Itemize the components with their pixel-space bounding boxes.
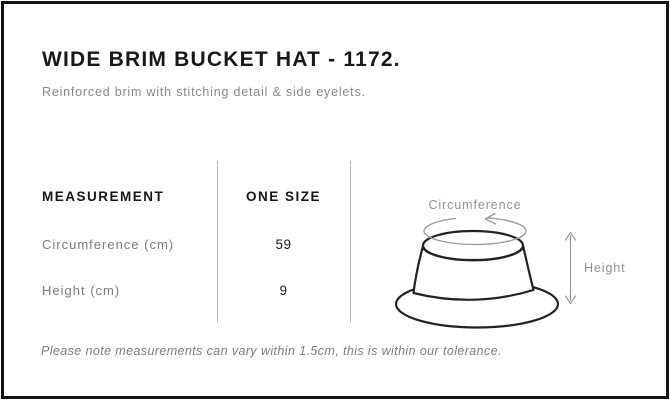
circumference-arrowhead-icon — [484, 212, 497, 225]
hat-crown-top — [421, 229, 525, 262]
height-arrow-icon — [564, 231, 577, 305]
table-row-circumference-value: 59 — [275, 237, 292, 252]
table-header-measurement: MEASUREMENT — [42, 189, 165, 204]
table-column-divider-right — [350, 161, 351, 322]
circumference-annotation-label: Circumference — [428, 198, 522, 212]
circumference-arc-gap — [456, 211, 486, 222]
table-row-height-value: 9 — [279, 283, 288, 298]
height-annotation-label: Height — [584, 261, 626, 275]
table-column-divider-left — [217, 161, 218, 322]
table-row-circumference-label: Circumference (cm) — [42, 237, 175, 252]
product-subtitle: Reinforced brim with stitching detail & … — [42, 85, 366, 99]
bucket-hat-diagram — [394, 211, 577, 329]
table-row-height-label: Height (cm) — [42, 283, 121, 298]
table-header-one-size: ONE SIZE — [245, 189, 321, 204]
tolerance-note: Please note measurements can vary within… — [41, 344, 502, 358]
product-title: WIDE BRIM BUCKET HAT - 1172. — [42, 48, 401, 71]
